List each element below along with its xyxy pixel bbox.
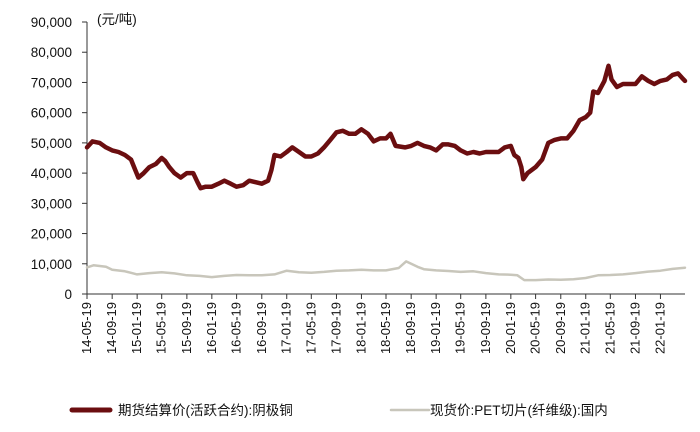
y-tick-label: 20,000 bbox=[31, 227, 72, 242]
y-tick-label: 60,000 bbox=[31, 106, 72, 121]
x-tick-label: 18-09-19 bbox=[403, 302, 418, 354]
y-tick-label: 50,000 bbox=[31, 136, 72, 151]
y-tick-label: 10,000 bbox=[31, 257, 72, 272]
x-tick-label: 16-05-19 bbox=[229, 302, 244, 354]
x-tick-label: 19-05-19 bbox=[453, 302, 468, 354]
x-tick-label: 18-05-19 bbox=[378, 302, 393, 354]
x-tick-label: 14-09-19 bbox=[104, 302, 119, 354]
x-axis: 14-05-19 14-09-19 15-01-19 15-05-19 15-09-19… bbox=[79, 293, 685, 354]
y-tick-label: 80,000 bbox=[31, 45, 72, 60]
unit-label: (元/吨) bbox=[97, 12, 137, 27]
x-tick-label: 21-09-19 bbox=[627, 302, 642, 354]
y-tick-label: 90,000 bbox=[31, 15, 72, 30]
x-tick-label: 19-09-19 bbox=[478, 302, 493, 354]
x-tick-label: 20-01-19 bbox=[503, 302, 518, 354]
x-tick-label: 21-05-19 bbox=[602, 302, 617, 354]
x-tick-label: 16-09-19 bbox=[254, 302, 269, 354]
x-tick-label: 15-01-19 bbox=[129, 302, 144, 354]
x-tick-label: 20-05-19 bbox=[528, 302, 543, 354]
series-line-1 bbox=[85, 260, 687, 282]
x-tick-label: 17-01-19 bbox=[279, 302, 294, 354]
x-tick-label: 17-05-19 bbox=[303, 302, 318, 354]
x-tick-label: 16-01-19 bbox=[204, 302, 219, 354]
x-tick-label: 17-09-19 bbox=[328, 302, 343, 354]
x-tick-label: 14-05-19 bbox=[79, 302, 94, 354]
x-tick-label: 15-05-19 bbox=[154, 302, 169, 354]
y-tick-label: 0 bbox=[64, 287, 72, 302]
legend: 期货结算价(活跃合约):阴极铜 现货价:PET切片(纤维级):国内 bbox=[69, 402, 608, 418]
x-tick-label: 18-01-19 bbox=[353, 302, 368, 354]
y-tick-label: 70,000 bbox=[31, 75, 72, 90]
x-tick-label: 21-01-19 bbox=[578, 302, 593, 354]
x-tick-label: 20-09-19 bbox=[553, 302, 568, 354]
y-axis: 0 10,000 20,000 30,000 40,000 50,000 60,000 70,… bbox=[31, 15, 88, 302]
x-tick-label: 22-01-19 bbox=[652, 302, 667, 354]
x-tick-label: 15-09-19 bbox=[179, 302, 194, 354]
y-tick-label: 30,000 bbox=[31, 196, 72, 211]
x-tick-label: 19-01-19 bbox=[428, 302, 443, 354]
series-layer bbox=[84, 63, 688, 282]
y-tick-label: 40,000 bbox=[31, 166, 72, 181]
legend-label-0: 期货结算价(活跃合约):阴极铜 bbox=[118, 402, 293, 418]
legend-label-1: 现货价:PET切片(纤维级):国内 bbox=[430, 402, 608, 418]
series-line-0 bbox=[84, 63, 688, 191]
